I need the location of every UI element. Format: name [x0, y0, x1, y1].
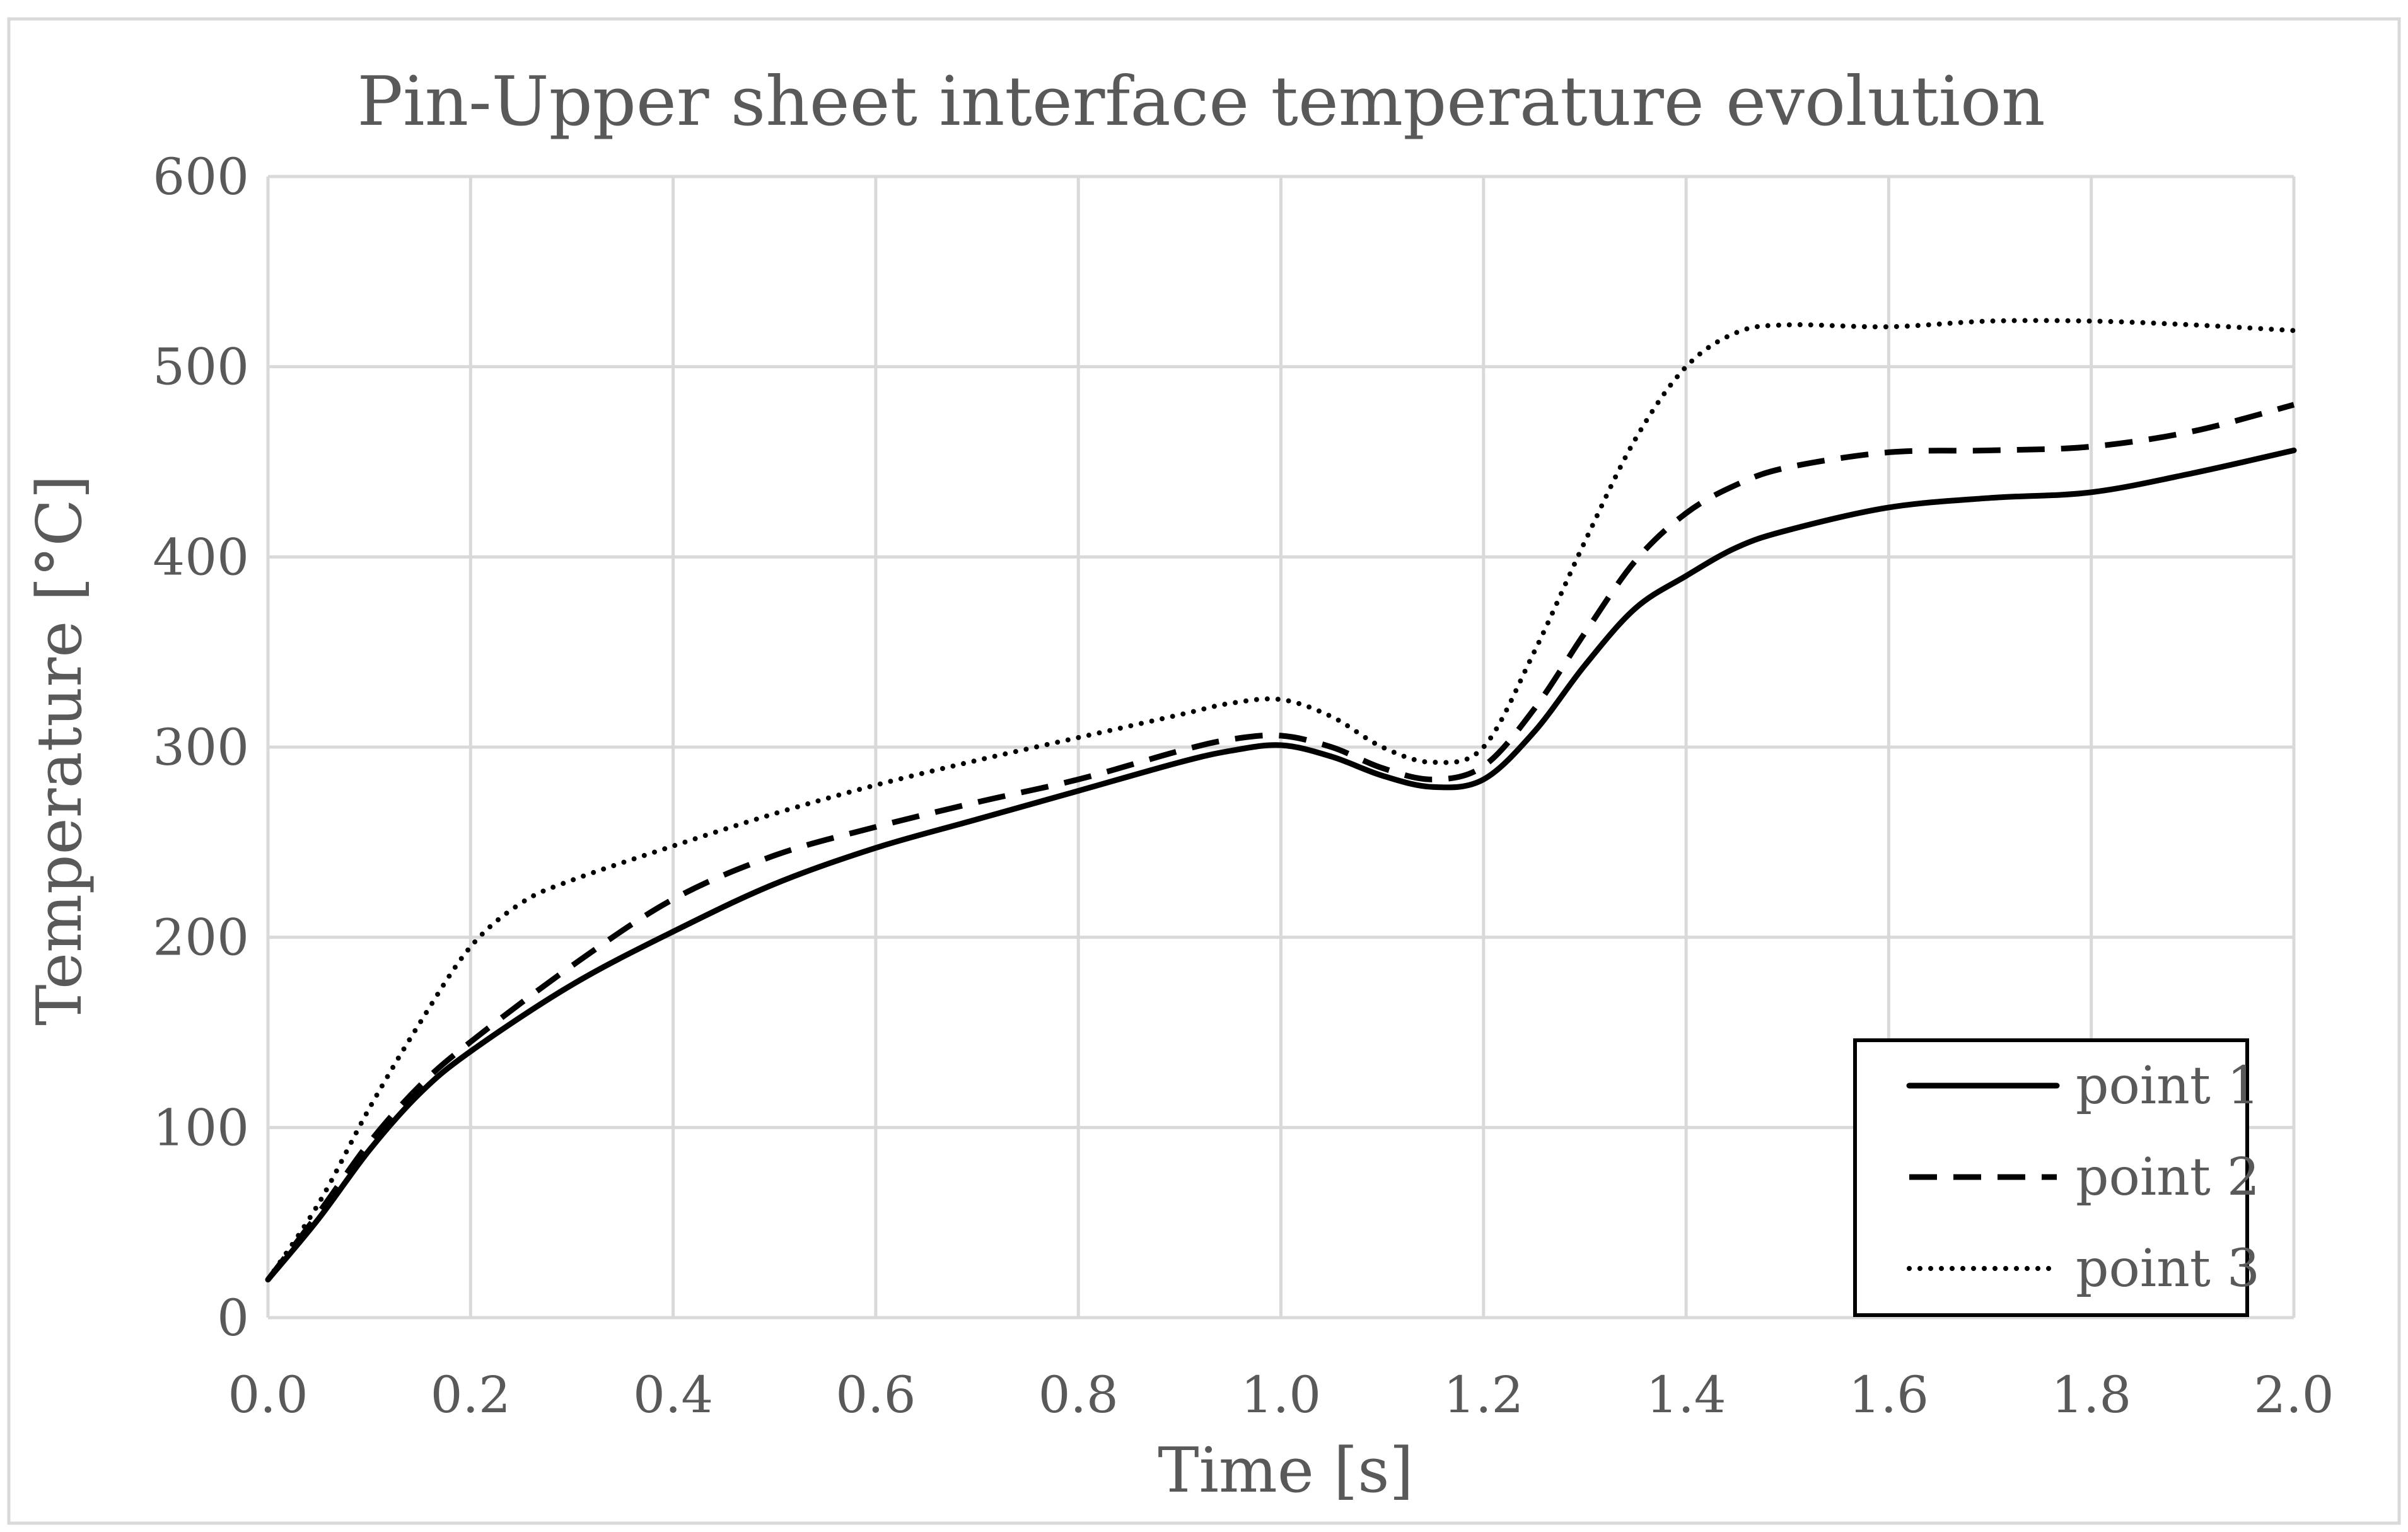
legend-label-point-2: point 2	[2076, 1147, 2260, 1207]
x-tick-label: 0.6	[835, 1366, 916, 1424]
grid-layer	[266, 175, 2296, 1320]
x-tick-label: 1.2	[1443, 1366, 1523, 1424]
x-tick-label: 2.0	[2254, 1366, 2334, 1424]
legend-label-point-1: point 1	[2076, 1056, 2260, 1116]
x-tick-label: 0.2	[431, 1366, 511, 1424]
y-tick-label: 600	[153, 148, 249, 206]
x-tick-label: 0.4	[633, 1366, 713, 1424]
series-layer	[265, 318, 2297, 1283]
y-tick-label: 400	[153, 528, 249, 586]
x-tick-label: 1.6	[1849, 1366, 1929, 1424]
y-tick-label: 0	[217, 1289, 249, 1347]
x-tick-label: 1.4	[1646, 1366, 1726, 1424]
y-tick-label: 200	[153, 908, 249, 967]
series-line-point-1	[265, 447, 2297, 1283]
y-axis-label: Temperature [°C]	[24, 475, 96, 1026]
y-tick-label: 100	[153, 1098, 249, 1157]
x-axis-label: Time [s]	[1158, 1435, 1414, 1507]
x-tick-label: 0.0	[228, 1366, 308, 1424]
legend-label-point-3: point 3	[2076, 1239, 2260, 1299]
chart-title: Pin-Upper sheet interface temperature ev…	[357, 62, 2045, 141]
x-tick-label: 1.0	[1241, 1366, 1321, 1424]
tick-labels: 0 100 200 300 400 500 600 0.0 0.2 0.4 0.6 0.8 1.0 1.2…	[153, 148, 2334, 1424]
y-tick-label: 500	[153, 338, 249, 397]
x-tick-label: 0.8	[1038, 1366, 1119, 1424]
legend: point 1 point 2 point 3	[1853, 1038, 2260, 1317]
series-line-point-2	[265, 402, 2295, 1282]
y-tick-label: 300	[153, 718, 249, 777]
x-tick-label: 1.8	[2051, 1366, 2131, 1424]
series-line-point-3	[265, 318, 2296, 1282]
